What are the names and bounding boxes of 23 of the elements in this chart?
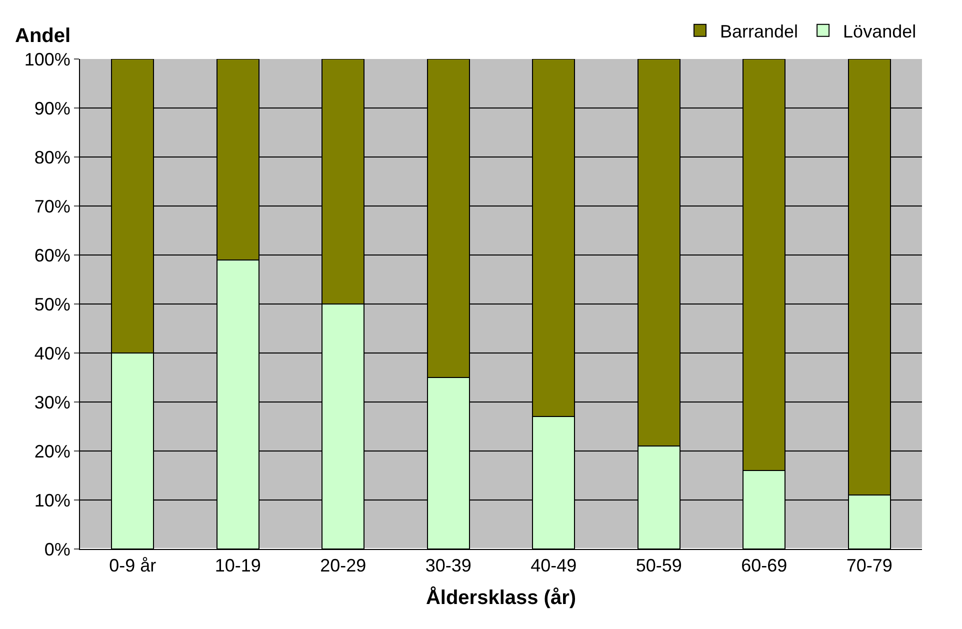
y-tick-label: 60% bbox=[34, 245, 70, 266]
y-tick-label: 0% bbox=[44, 539, 70, 560]
legend-label: Barrandel bbox=[720, 21, 798, 42]
y-tick-label: 30% bbox=[34, 392, 70, 412]
y-tick-label: 100% bbox=[24, 49, 70, 70]
x-tick-label: 50-59 bbox=[636, 556, 682, 576]
y-axis-title: Andel bbox=[15, 25, 71, 47]
y-tick-label: 50% bbox=[34, 294, 70, 314]
legend-label: Lövandel bbox=[843, 21, 916, 42]
y-tick-label: 10% bbox=[34, 490, 70, 510]
x-tick-label: 0-9 år bbox=[109, 556, 156, 576]
x-tick-label: 40-49 bbox=[530, 556, 577, 576]
y-tick-label: 80% bbox=[34, 147, 70, 168]
y-tick-label: 20% bbox=[34, 441, 70, 462]
y-tick-label: 70% bbox=[34, 196, 70, 216]
x-tick-label: 70-79 bbox=[846, 556, 892, 576]
x-tick-label: 10-19 bbox=[214, 556, 261, 576]
y-tick-label: 90% bbox=[34, 98, 70, 118]
x-axis-title: Åldersklass (år) bbox=[426, 586, 576, 610]
x-tick-label: 60-69 bbox=[741, 556, 788, 576]
x-tick-label: 20-29 bbox=[320, 556, 366, 576]
y-tick-label: 40% bbox=[34, 343, 70, 364]
x-tick-label: 30-39 bbox=[425, 556, 472, 576]
